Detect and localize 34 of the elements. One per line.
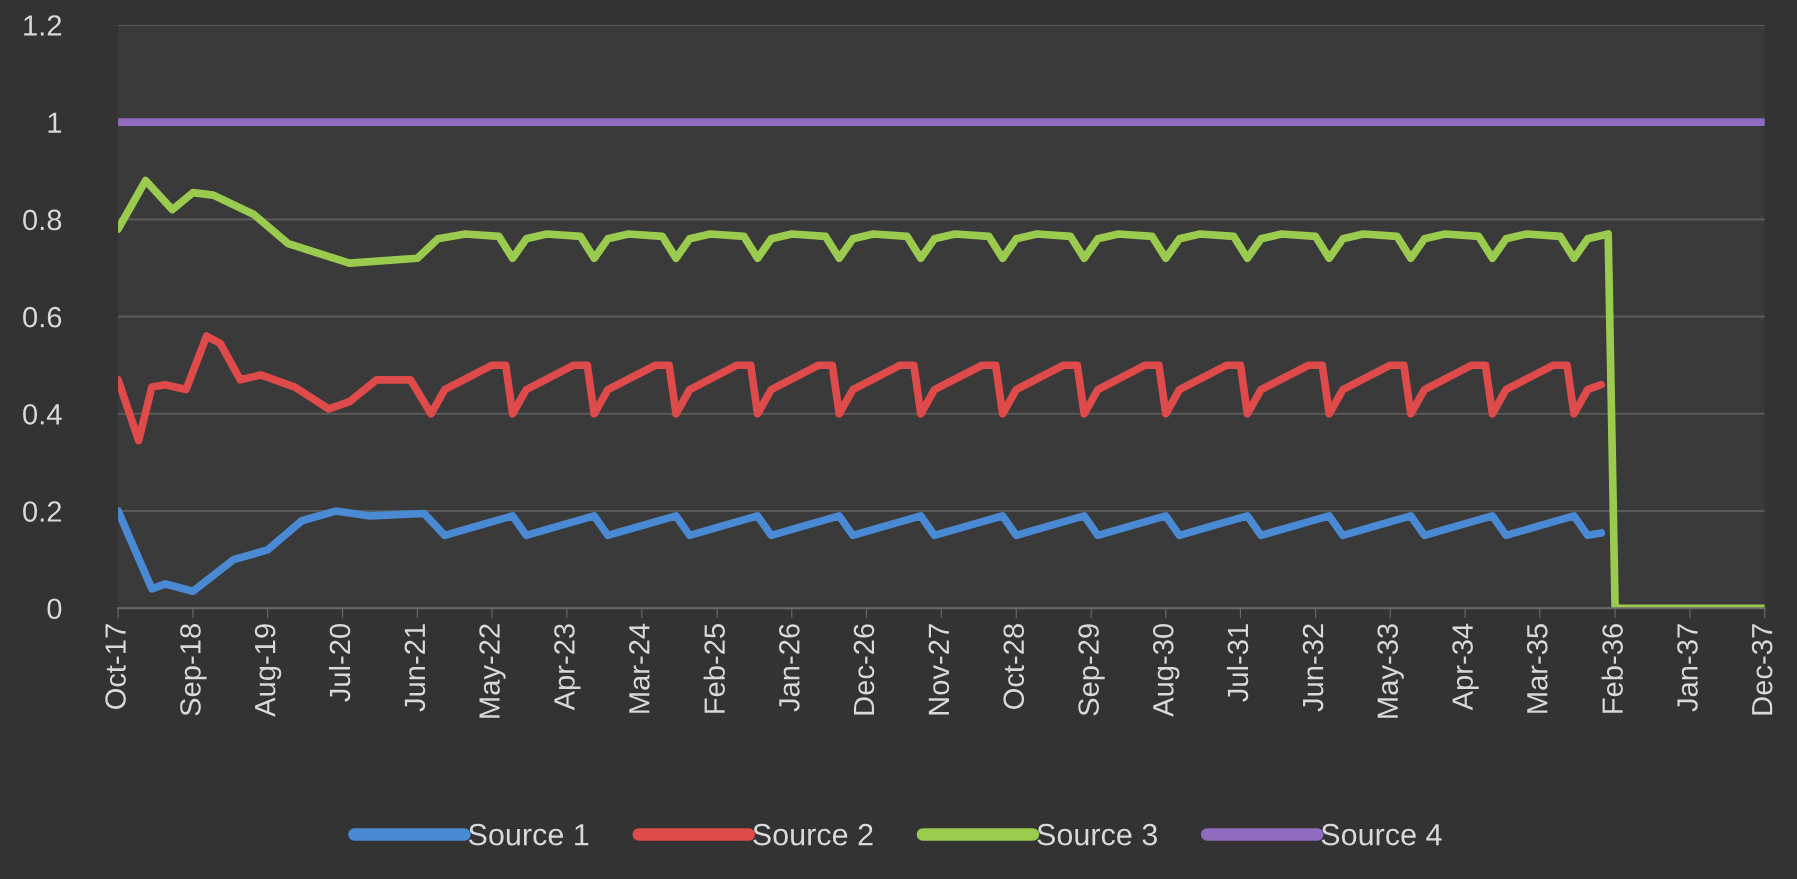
x-tick-label: Jul-20 (328, 623, 351, 702)
y-tick-label: 1.2 (24, 15, 62, 36)
x-tick-label: Jan-37 (1677, 624, 1698, 712)
legend-label: Source 1 (468, 823, 589, 846)
x-tick-label: Apr-34 (1452, 623, 1479, 711)
x-tick-label: Oct-17 (105, 624, 126, 709)
x-tick-label: Nov-27 (928, 624, 950, 715)
y-tick-label: 0.6 (23, 306, 62, 328)
x-tick-label: Aug-19 (254, 624, 282, 717)
x-tick-label: Dec-37 (1751, 624, 1773, 715)
y-tick-label: 0.4 (23, 404, 62, 425)
x-tick-label: Feb-25 (703, 624, 725, 713)
x-tick-label: Sep-18 (180, 624, 207, 716)
x-tick-label: Mar-24 (628, 623, 650, 713)
x-tick-label: Oct-28 (1003, 624, 1025, 709)
x-tick-label: Apr-23 (554, 624, 581, 711)
y-tick-label: 0.2 (23, 501, 62, 522)
x-tick-label: Dec-26 (853, 624, 875, 715)
x-tick-label: Feb-36 (1601, 624, 1623, 713)
x-tick-label: Mar-35 (1526, 624, 1548, 713)
y-tick-label: 0 (47, 598, 62, 620)
x-tick-label: Jun-32 (1302, 624, 1324, 712)
y-tick-label: 0.8 (23, 209, 62, 231)
x-tick-label: Sep-29 (1078, 624, 1105, 716)
x-tick-label: May-22 (479, 624, 506, 718)
x-tick-label: Jan-26 (778, 624, 800, 712)
legend-label: Source 4 (1321, 823, 1442, 846)
x-tick-label: Jun-21 (404, 624, 426, 712)
x-tick-label: Aug-30 (1152, 623, 1180, 717)
y-tick-label: 1 (48, 112, 62, 133)
x-tick-label: May-33 (1377, 624, 1404, 718)
x-tick-label: Jul-31 (1226, 624, 1249, 702)
legend-label: Source 3 (1037, 823, 1157, 846)
legend-label: Source 2 (753, 823, 873, 846)
